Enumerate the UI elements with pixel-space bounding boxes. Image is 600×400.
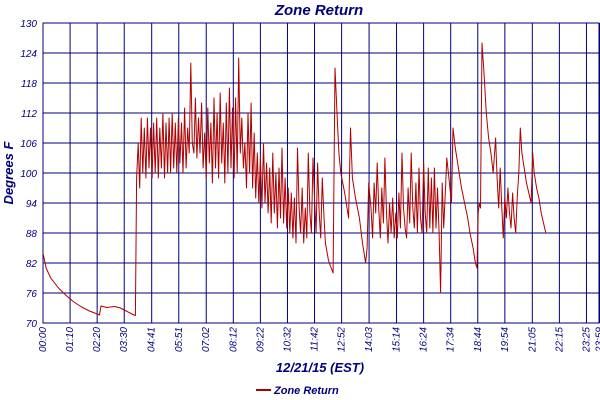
x-tick-label: 01:10 [65,327,76,352]
x-tick-label: 21:05 [527,327,538,353]
series-group [42,42,547,316]
x-tick-label: 16:24 [419,327,430,352]
y-tick-label: 130 [20,19,37,30]
x-tick-label: 19:54 [500,327,511,352]
x-tick-label: 22:15 [554,327,565,353]
x-tick-label: 10:32 [282,327,293,352]
y-tick-label: 106 [20,139,37,150]
x-tick-label: 08:12 [228,327,239,352]
y-tick-label: 124 [20,49,37,60]
x-tick-label: 03:30 [119,327,130,352]
y-tick-label: 118 [21,79,37,90]
y-axis-ticks: 70 76 82 88 94 100 106 112 118 124 130 [20,19,37,330]
grid-lines [42,22,600,324]
x-axis-label: 12/21/15 (EST) [276,360,364,375]
x-tick-label: 15:14 [392,327,403,352]
y-tick-label: 100 [20,169,37,180]
legend: Zone Return [256,385,339,397]
x-tick-label: 12:52 [337,327,348,352]
x-tick-label: 09:22 [255,327,266,352]
x-tick-label: 11:42 [310,327,321,352]
x-tick-label: 23:59 [595,327,600,353]
x-tick-label: 23:25 [581,327,592,353]
x-tick-label: 00:00 [38,327,49,352]
x-tick-label: 07:02 [201,327,212,352]
x-tick-label: 02:20 [92,327,103,352]
y-tick-label: 70 [26,319,38,330]
x-tick-label: 04:41 [147,327,158,352]
y-tick-label: 88 [26,229,38,240]
x-tick-label: 05:51 [174,327,185,352]
y-axis-label: Degrees F [1,141,16,205]
series-line-zone-return [42,42,547,316]
x-tick-label: 14:03 [364,327,375,352]
x-tick-label: 18:44 [473,327,484,352]
x-axis-ticks: 00:00 01:10 02:20 03:30 04:41 05:51 07:02 08:12… [38,327,600,353]
y-tick-label: 112 [21,109,37,120]
y-tick-label: 82 [26,259,38,270]
plot-frame [42,22,600,324]
y-tick-label: 94 [26,199,38,210]
chart-title: Zone Return [274,2,363,19]
x-tick-label: 17:34 [446,327,457,352]
y-tick-label: 76 [26,289,38,300]
legend-label: Zone Return [273,385,339,397]
